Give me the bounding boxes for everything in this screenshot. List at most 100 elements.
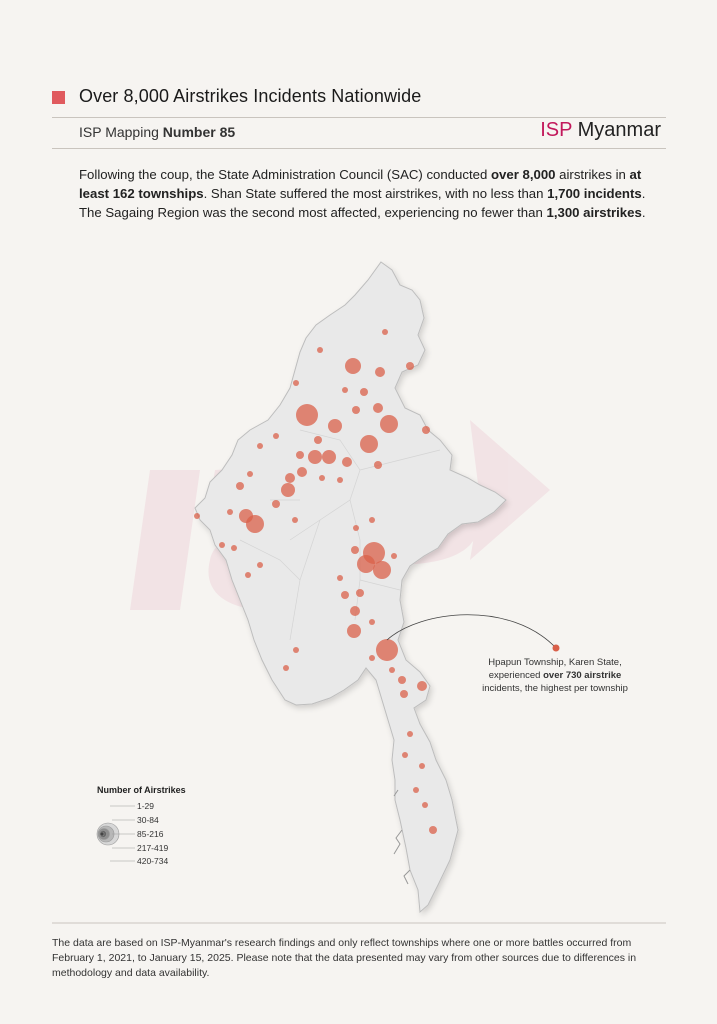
bubble (360, 435, 378, 453)
bubble (360, 388, 368, 396)
intro-bold-2: at least 162 townships (79, 167, 642, 201)
legend-title: Number of Airstrikes (97, 785, 186, 795)
subtitle-number: Number 85 (162, 124, 236, 140)
logo-isp: ISP (540, 119, 573, 141)
divider-top (52, 117, 666, 118)
bubble (407, 731, 413, 737)
bubble (350, 606, 360, 616)
legend-label-4: 217-419 (137, 843, 169, 853)
legend-label-2: 30-84 (137, 815, 159, 825)
isp-myanmar-logo: ISP Myanmar (540, 119, 661, 142)
bubble (389, 667, 395, 673)
bubble (245, 572, 251, 578)
bubble (357, 555, 375, 573)
bubble (219, 542, 225, 548)
bubble (236, 482, 244, 490)
bubble (194, 513, 200, 519)
bubble (376, 639, 398, 661)
bubble (369, 655, 375, 661)
subtitle-prefix: ISP Mapping (79, 124, 163, 140)
bubble (308, 450, 322, 464)
bubble (283, 665, 289, 671)
bubble (296, 451, 304, 459)
callout-line-3: incidents, the highest per township (482, 683, 628, 694)
legend-label-3: 85-216 (137, 829, 164, 839)
legend-label-1: 1-29 (137, 801, 155, 811)
bubble (382, 329, 388, 335)
bubble (398, 676, 406, 684)
bubble (375, 367, 385, 377)
callout-leader-line (386, 614, 557, 649)
legend-symbols (96, 805, 135, 862)
intro-paragraph: Following the coup, the State Administra… (79, 165, 659, 222)
bubble (328, 419, 342, 433)
intro-bold-3: 1,700 incidents (547, 186, 642, 201)
logo-myanmar: Myanmar (572, 119, 661, 141)
bubble (345, 358, 361, 374)
bubble (373, 561, 391, 579)
bubble (374, 461, 382, 469)
intro-bold-4: 1,300 airstrikes (546, 205, 642, 220)
bubble (419, 763, 425, 769)
bubble (356, 589, 364, 597)
bubble (273, 433, 279, 439)
bubble (247, 471, 253, 477)
bubble (281, 483, 295, 497)
bubble (351, 546, 359, 554)
bubble (337, 575, 343, 581)
title-marker (52, 91, 65, 104)
bubble (400, 690, 408, 698)
intro-text-5: . (641, 205, 646, 220)
bubble (347, 624, 361, 638)
callout-dot (552, 644, 560, 652)
bubble (352, 406, 360, 414)
intro-text-1: Following the coup, the State Administra… (79, 167, 491, 182)
airstrike-bubbles (194, 329, 437, 834)
bubble (319, 475, 325, 481)
bubble (285, 473, 295, 483)
divider-header (52, 148, 666, 149)
bubble (297, 467, 307, 477)
bubble (257, 562, 263, 568)
bubble (296, 404, 318, 426)
bubble (429, 826, 437, 834)
callout-line-1: Hpapun Township, Karen State, (488, 657, 622, 668)
callout-line-2: experienced over 730 airstrike (470, 669, 640, 682)
bubble (417, 681, 427, 691)
bubble (317, 347, 323, 353)
bubble (369, 619, 375, 625)
bubble (373, 403, 383, 413)
intro-text-2: airstrikes in (555, 167, 630, 182)
bubble (227, 509, 233, 515)
bubble (337, 477, 343, 483)
bubble (406, 362, 414, 370)
bubble (413, 787, 419, 793)
mapping-subtitle: ISP Mapping Number 85 (79, 124, 235, 140)
bubble (402, 752, 408, 758)
callout-line-2b: over 730 airstrike (543, 670, 622, 681)
bubble (342, 457, 352, 467)
callout-line-2a: experienced (488, 670, 544, 681)
bubble (231, 545, 237, 551)
bubble (292, 517, 298, 523)
bubble (353, 525, 359, 531)
bubble (422, 426, 430, 434)
intro-text-4: . The Sagaing Region was the second most… (79, 186, 646, 220)
bubble (341, 591, 349, 599)
bubble (369, 517, 375, 523)
bubble (293, 647, 299, 653)
bubble (322, 450, 336, 464)
bubble (293, 380, 299, 386)
hpapun-callout: Hpapun Township, Karen State, experience… (470, 656, 640, 695)
myanmar-outline (194, 261, 507, 914)
bubble (246, 515, 264, 533)
intro-bold-1: over 8,000 (490, 167, 556, 182)
bubble (422, 802, 428, 808)
page-title: Over 8,000 Airstrikes Incidents Nationwi… (79, 86, 422, 106)
bubble (342, 387, 348, 393)
legend-label-5: 420-734 (137, 856, 169, 866)
bubble (391, 553, 397, 559)
bubble (314, 436, 322, 444)
bubble (272, 500, 280, 508)
